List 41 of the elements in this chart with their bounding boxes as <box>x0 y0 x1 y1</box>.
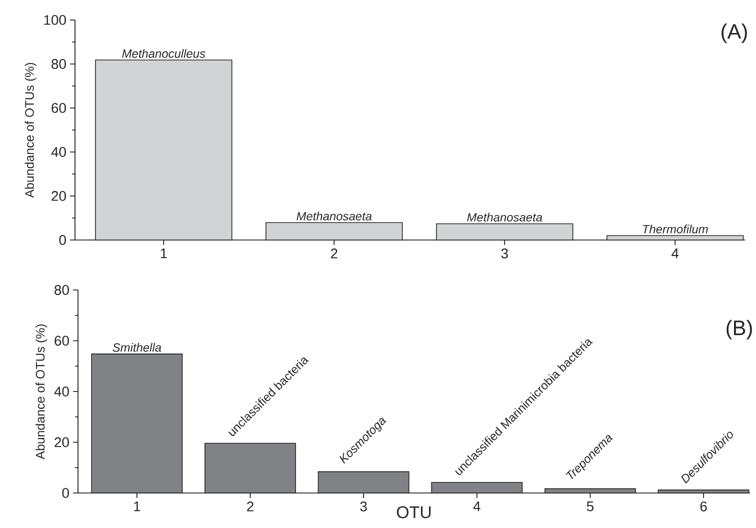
y-tick-label: 0 <box>62 488 69 498</box>
bar <box>204 442 296 494</box>
bar <box>91 354 183 494</box>
x-tick-label: 3 <box>501 248 508 258</box>
y-axis-title: Abundance of OTUs (%) <box>36 324 48 460</box>
x-tick-label: 1 <box>160 248 167 258</box>
bar <box>606 235 744 240</box>
y-tick-label: 100 <box>44 15 66 25</box>
x-tick-label: 5 <box>586 502 594 512</box>
bar <box>318 471 410 494</box>
x-tick-label: 6 <box>700 502 707 512</box>
x-tick-label: 2 <box>330 248 338 258</box>
x-tick-label: 4 <box>473 502 480 512</box>
x-tick-label: 3 <box>360 502 367 512</box>
y-tick-label: 80 <box>52 59 66 69</box>
bar <box>431 482 523 494</box>
bar <box>436 223 574 240</box>
y-tick-label: 60 <box>52 103 66 113</box>
annotation: Methanosaeta <box>296 212 372 220</box>
bar <box>544 488 636 494</box>
bar <box>95 60 232 240</box>
x-tick-label: 2 <box>247 502 254 512</box>
y-axis-title: Abundance of OTUs (%) <box>24 62 36 198</box>
bar <box>658 490 750 494</box>
y-tick-label: 40 <box>51 147 66 157</box>
bar <box>266 222 403 240</box>
y-tick-label: 20 <box>54 437 69 448</box>
x-tick-label: 1 <box>134 502 140 512</box>
y-tick-label: 40 <box>54 386 69 396</box>
y-tick-label: 20 <box>52 191 66 201</box>
annotation: Thermofilum <box>642 224 708 234</box>
annotation: Smithella <box>112 342 162 352</box>
annotation: Methanosaeta <box>467 212 542 222</box>
x-tick-label: 4 <box>672 248 679 258</box>
x-axis-title: OTU <box>396 506 431 518</box>
y-tick-label: 0 <box>59 235 66 245</box>
y-tick-label: 80 <box>54 285 69 295</box>
annotation: Methanoculleus <box>122 49 206 58</box>
annotation: (A) <box>722 24 747 43</box>
y-tick-label: 60 <box>54 336 69 346</box>
annotation: (B) <box>726 320 752 340</box>
